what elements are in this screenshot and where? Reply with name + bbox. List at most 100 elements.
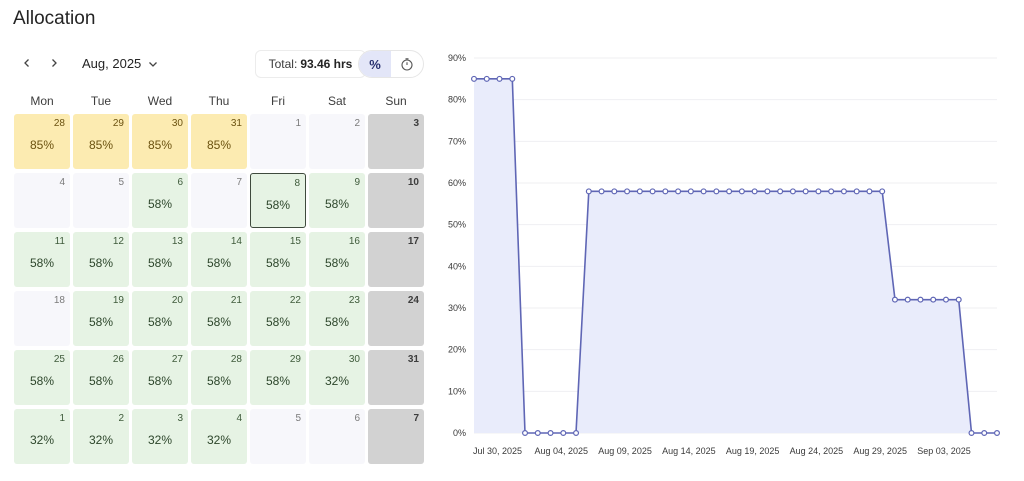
calendar-day-cell[interactable]: 11 58% xyxy=(14,232,70,287)
data-point xyxy=(738,188,745,195)
data-point xyxy=(917,296,924,303)
data-point xyxy=(662,188,669,195)
data-point xyxy=(802,188,809,195)
day-number: 26 xyxy=(112,354,124,365)
calendar-day-cell[interactable]: 31 xyxy=(368,350,424,405)
allocation-percent: 58% xyxy=(29,256,55,270)
data-point xyxy=(815,188,822,195)
calendar-day-cell[interactable]: 20 58% xyxy=(132,291,188,346)
day-number: 29 xyxy=(289,354,301,365)
calendar-day-cell[interactable]: 6 58% xyxy=(132,173,188,228)
calendar-day-cell[interactable]: 21 58% xyxy=(191,291,247,346)
calendar-day-cell[interactable]: 4 xyxy=(14,173,70,228)
calendar-day-cell[interactable]: 15 58% xyxy=(250,232,306,287)
weekday-thu: Thu xyxy=(208,94,230,108)
day-number: 17 xyxy=(407,236,419,247)
total-hours: Total: 93.46 hrs xyxy=(255,50,366,78)
data-point xyxy=(496,75,503,82)
data-point xyxy=(993,430,1000,437)
calendar-day-cell[interactable]: 30 32% xyxy=(309,350,365,405)
weekday-header: Mon Tue Wed Thu Fri Sat Sun xyxy=(14,94,422,110)
calendar-day-cell[interactable]: 6 xyxy=(309,409,365,464)
weekday-sun: Sun xyxy=(385,94,407,108)
calendar-day-cell[interactable]: 26 58% xyxy=(73,350,129,405)
data-point xyxy=(713,188,720,195)
calendar-day-cell[interactable]: 2 32% xyxy=(73,409,129,464)
calendar-day-cell[interactable]: 18 xyxy=(14,291,70,346)
calendar-day-cell[interactable]: 19 58% xyxy=(73,291,129,346)
day-number: 31 xyxy=(407,354,419,365)
percent-view-button[interactable]: % xyxy=(359,51,391,77)
day-number: 19 xyxy=(112,295,124,306)
allocation-percent: 58% xyxy=(206,256,232,270)
allocation-percent: 32% xyxy=(206,433,232,447)
calendar-day-cell[interactable]: 29 85% xyxy=(73,114,129,169)
y-tick-label: 50% xyxy=(448,220,466,230)
calendar-day-cell[interactable]: 7 xyxy=(191,173,247,228)
calendar-day-cell[interactable]: 16 58% xyxy=(309,232,365,287)
calendar-day-cell[interactable]: 4 32% xyxy=(191,409,247,464)
day-number: 28 xyxy=(230,354,242,365)
calendar-day-cell[interactable]: 3 xyxy=(368,114,424,169)
calendar-day-cell[interactable]: 22 58% xyxy=(250,291,306,346)
calendar-day-cell[interactable]: 29 58% xyxy=(250,350,306,405)
data-point xyxy=(624,188,631,195)
data-point xyxy=(904,296,911,303)
calendar-day-cell[interactable]: 14 58% xyxy=(191,232,247,287)
total-label: Total: xyxy=(268,57,298,71)
calendar-day-cell[interactable]: 28 85% xyxy=(14,114,70,169)
hours-view-button[interactable] xyxy=(391,51,423,77)
data-point xyxy=(930,296,937,303)
allocation-percent: 58% xyxy=(265,374,291,388)
calendar-day-cell[interactable]: 24 xyxy=(368,291,424,346)
allocation-percent: 85% xyxy=(206,138,232,152)
day-number: 24 xyxy=(407,295,419,306)
day-number: 11 xyxy=(54,236,65,247)
day-number: 28 xyxy=(53,118,65,129)
calendar-day-cell[interactable]: 5 xyxy=(250,409,306,464)
prev-month-button[interactable] xyxy=(16,52,38,74)
calendar-day-cell[interactable]: 28 58% xyxy=(191,350,247,405)
allocation-percent: 58% xyxy=(88,374,114,388)
timer-icon xyxy=(401,58,413,71)
allocation-percent: 32% xyxy=(88,433,114,447)
calendar-day-cell[interactable]: 12 58% xyxy=(73,232,129,287)
calendar-day-cell[interactable]: 1 xyxy=(250,114,306,169)
calendar-day-cell[interactable]: 7 xyxy=(368,409,424,464)
allocation-percent: 58% xyxy=(206,315,232,329)
day-number: 31 xyxy=(230,118,242,129)
data-point xyxy=(573,430,580,437)
calendar-day-cell[interactable]: 23 58% xyxy=(309,291,365,346)
allocation-percent: 58% xyxy=(324,197,350,211)
calendar-day-cell[interactable]: 8 58% xyxy=(250,173,306,228)
calendar-day-cell[interactable]: 27 58% xyxy=(132,350,188,405)
calendar-day-cell[interactable]: 9 58% xyxy=(309,173,365,228)
day-number: 1 xyxy=(59,413,65,424)
data-point xyxy=(509,75,516,82)
day-number: 23 xyxy=(348,295,360,306)
calendar-day-cell[interactable]: 10 xyxy=(368,173,424,228)
day-number: 1 xyxy=(295,118,301,129)
calendar-day-cell[interactable]: 13 58% xyxy=(132,232,188,287)
data-point xyxy=(866,188,873,195)
x-tick-label: Aug 09, 2025 xyxy=(598,446,652,456)
calendar-day-cell[interactable]: 3 32% xyxy=(132,409,188,464)
chevron-right-icon xyxy=(52,59,57,67)
data-point xyxy=(879,188,886,195)
month-label[interactable]: Aug, 2025 xyxy=(82,56,142,71)
next-month-button[interactable] xyxy=(43,52,65,74)
calendar-day-cell[interactable]: 17 xyxy=(368,232,424,287)
calendar-day-cell[interactable]: 5 xyxy=(73,173,129,228)
calendar-day-cell[interactable]: 1 32% xyxy=(14,409,70,464)
calendar-day-cell[interactable]: 25 58% xyxy=(14,350,70,405)
calendar-day-cell[interactable]: 31 85% xyxy=(191,114,247,169)
calendar-toolbar: Aug, 2025 Total: 93.46 hrs % xyxy=(12,50,424,78)
allocation-percent: 58% xyxy=(265,315,291,329)
total-value: 93.46 hrs xyxy=(300,57,353,71)
chevron-down-icon[interactable] xyxy=(147,58,159,70)
data-point xyxy=(522,430,529,437)
allocation-percent: 58% xyxy=(88,256,114,270)
calendar-grid: 28 85% 29 85% 30 85% 31 85% 1 2 3 4 5 6 58% 7 8 58% 9 58% 10… xyxy=(14,114,424,469)
calendar-day-cell[interactable]: 2 xyxy=(309,114,365,169)
calendar-day-cell[interactable]: 30 85% xyxy=(132,114,188,169)
